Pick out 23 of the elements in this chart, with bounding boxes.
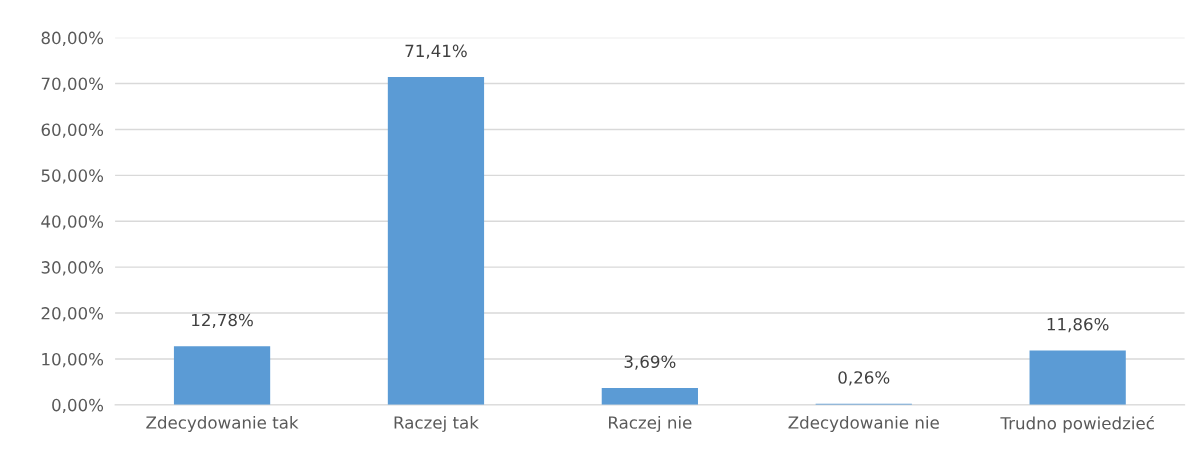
- y-tick-label: 20,00%: [41, 307, 104, 322]
- data-label: 11,86%: [1047, 317, 1109, 333]
- x-tick-label: Zdecydowanie tak: [146, 415, 299, 433]
- data-label: 71,41%: [405, 44, 467, 59]
- data-label: 0,26%: [838, 371, 890, 386]
- bar: [1029, 350, 1126, 405]
- data-label: 3,69%: [624, 355, 676, 370]
- y-tick-label: 30,00%: [41, 261, 104, 276]
- data-label: 12,78%: [192, 313, 253, 328]
- x-tick-label: Trudno powiedzieć: [1000, 415, 1154, 433]
- x-tick-label: Zdecydowanie nie: [788, 415, 939, 433]
- bar: [601, 387, 698, 405]
- x-tick-label: Raczej tak: [394, 415, 479, 433]
- y-tick-label: 50,00%: [41, 169, 104, 184]
- y-tick-label: 0,00%: [52, 398, 104, 414]
- y-tick-label: 60,00%: [41, 123, 104, 138]
- y-tick-label: 70,00%: [41, 77, 104, 92]
- x-tick-label: Raczej nie: [609, 415, 692, 433]
- bar: [387, 77, 485, 405]
- y-tick-label: 40,00%: [41, 215, 104, 230]
- bar: [173, 346, 271, 405]
- y-tick-label: 80,00%: [41, 31, 104, 46]
- y-tick-label: 10,00%: [42, 352, 104, 368]
